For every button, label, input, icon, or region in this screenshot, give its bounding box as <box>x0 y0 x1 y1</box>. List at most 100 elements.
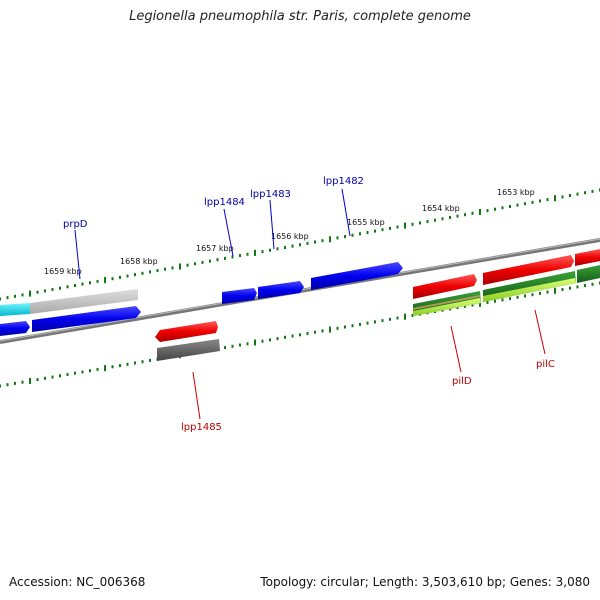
minor-tick <box>51 288 54 291</box>
minor-tick <box>471 303 474 307</box>
minor-tick <box>246 252 249 256</box>
minor-tick <box>171 266 174 270</box>
minor-tick <box>194 262 196 266</box>
minor-tick <box>231 344 234 348</box>
minor-tick <box>351 324 354 328</box>
minor-tick <box>396 316 399 320</box>
minor-tick <box>569 286 571 290</box>
major-tick <box>254 249 256 256</box>
minor-tick <box>51 375 54 379</box>
minor-tick <box>336 326 339 330</box>
leader-line <box>192 371 201 420</box>
minor-tick <box>14 381 16 385</box>
minor-tick <box>291 244 294 248</box>
leader-line <box>341 188 351 237</box>
major-tick <box>104 277 106 284</box>
minor-tick <box>389 317 391 321</box>
minor-tick <box>89 281 91 285</box>
forward-features <box>0 249 600 316</box>
minor-tick <box>381 319 384 323</box>
leader-line <box>74 229 81 280</box>
minor-tick <box>156 269 159 273</box>
minor-tick <box>374 320 376 324</box>
minor-tick <box>269 338 271 342</box>
minor-tick <box>539 199 541 203</box>
minor-tick <box>111 365 114 369</box>
minor-tick <box>276 247 279 251</box>
minor-tick <box>209 259 211 263</box>
minor-tick <box>291 334 294 338</box>
minor-tick <box>359 232 361 236</box>
gene-label-lpp1485: lpp1485 <box>181 422 222 433</box>
minor-tick <box>591 189 594 193</box>
minor-tick <box>381 228 384 232</box>
minor-tick <box>486 301 489 304</box>
minor-tick <box>119 364 121 368</box>
leader-line <box>269 199 275 250</box>
major-tick <box>29 290 31 297</box>
minor-tick <box>201 260 204 264</box>
minor-tick <box>584 191 586 195</box>
minor-tick <box>524 294 526 298</box>
minor-tick <box>21 293 24 297</box>
minor-tick <box>134 273 136 277</box>
minor-tick <box>224 256 226 260</box>
reverse-features <box>0 265 600 361</box>
minor-tick <box>126 274 129 278</box>
gene-label-lpp1482: lpp1482 <box>323 176 364 187</box>
minor-tick <box>141 360 144 364</box>
minor-tick <box>396 225 399 229</box>
minor-tick <box>531 200 534 204</box>
minor-tick <box>494 207 496 211</box>
gene-feature-lpp1485 <box>157 339 220 361</box>
minor-tick <box>501 206 504 210</box>
minor-tick <box>509 297 511 301</box>
minor-tick <box>546 198 549 202</box>
minor-tick <box>561 195 564 199</box>
accession-label: Accession: NC_006368 <box>9 575 146 589</box>
gene-label-prpD: prpD <box>63 219 88 230</box>
minor-tick <box>464 304 466 308</box>
minor-tick <box>576 285 579 289</box>
scale-label: 1655 kbp <box>347 218 385 227</box>
upper-scale-ticks <box>0 188 600 301</box>
scale-label: 1659 kbp <box>44 267 82 276</box>
minor-tick <box>344 325 346 329</box>
minor-tick <box>59 374 61 378</box>
minor-tick <box>261 250 264 254</box>
gene-feature-lpp1482 <box>311 262 403 290</box>
scale-label: 1656 kbp <box>271 232 309 241</box>
minor-tick <box>66 373 69 376</box>
minor-tick <box>366 231 369 234</box>
minor-tick <box>359 322 361 326</box>
minor-tick <box>516 295 519 299</box>
minor-tick <box>276 337 279 341</box>
minor-tick <box>389 226 391 230</box>
minor-tick <box>501 298 504 302</box>
scale-label: 1653 kbp <box>497 188 535 197</box>
leader-line <box>223 208 234 257</box>
minor-tick <box>81 282 84 286</box>
minor-tick <box>36 378 39 382</box>
major-tick <box>404 313 406 320</box>
minor-tick <box>14 294 16 298</box>
gene-label-pilD: pilD <box>452 376 472 387</box>
minor-tick <box>96 367 99 371</box>
gene-feature-red-upper-1 <box>413 274 477 299</box>
major-tick <box>554 195 556 202</box>
gene-feature-blue-lower <box>32 306 141 332</box>
scale-label: 1658 kbp <box>120 257 158 266</box>
gene-feature-gray <box>30 289 138 314</box>
minor-tick <box>36 290 39 294</box>
minor-tick <box>239 343 241 347</box>
major-tick <box>554 287 556 294</box>
minor-tick <box>59 286 61 290</box>
minor-tick <box>81 370 84 374</box>
minor-tick <box>164 267 166 271</box>
major-tick <box>104 365 106 372</box>
minor-tick <box>149 358 151 362</box>
gene-feature-prpD <box>0 321 30 336</box>
major-tick <box>479 300 481 307</box>
minor-tick <box>111 277 114 281</box>
minor-tick <box>216 258 219 262</box>
